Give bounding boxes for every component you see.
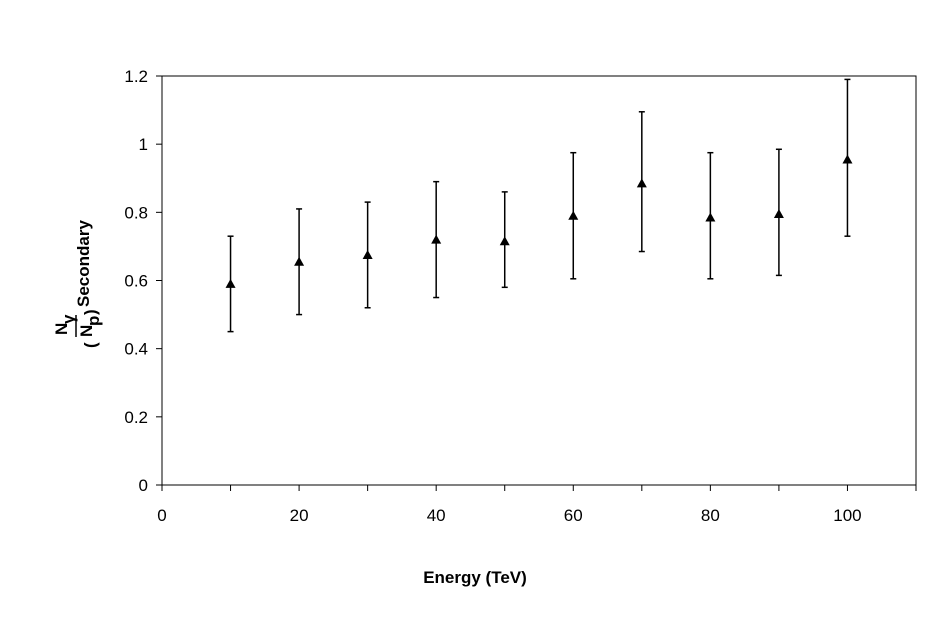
y-tick-label: 0.8 <box>124 203 148 222</box>
data-point <box>362 201 373 309</box>
x-tick-label: 40 <box>427 506 446 525</box>
plot-frame <box>161 75 917 486</box>
triangle-marker <box>568 210 579 220</box>
x-tick-label: 60 <box>564 506 583 525</box>
x-axis-title: Energy (TeV) <box>423 568 527 587</box>
y-label-numerator: N <box>52 323 71 335</box>
triangle-marker <box>842 154 853 164</box>
y-tick-label: 1 <box>139 135 148 154</box>
triangle-marker <box>773 209 784 219</box>
x-tick-label: 20 <box>290 506 309 525</box>
y-label-denominator: N <box>77 325 96 337</box>
triangle-marker <box>431 234 442 244</box>
x-tick-label: 0 <box>157 506 166 525</box>
x-axis: 0 20 40 60 80 100 <box>157 485 917 525</box>
triangle-marker <box>225 278 236 288</box>
triangle-marker <box>636 178 647 188</box>
data-point <box>773 148 784 277</box>
y-axis-title: ( N γ N p ) Secondary <box>52 220 103 348</box>
y-tick-label: 1.2 <box>124 67 148 86</box>
y-tick-label: 0 <box>139 476 148 495</box>
data-point <box>431 180 442 299</box>
data-point <box>842 78 853 237</box>
y-label-open-paren: ( <box>81 342 100 348</box>
y-tick-label: 0.6 <box>124 272 148 291</box>
data-point <box>636 111 647 253</box>
y-label-numerator-sub: γ <box>59 314 78 324</box>
data-point <box>294 208 305 316</box>
y-axis: 0 0.2 0.4 0.6 0.8 1 1.2 <box>124 67 162 495</box>
y-tick-label: 0.2 <box>124 408 148 427</box>
x-tick-label: 80 <box>701 506 720 525</box>
data-point <box>705 151 716 280</box>
y-label-suffix: Secondary <box>74 220 93 307</box>
y-label-denominator-sub: p <box>84 316 103 326</box>
triangle-marker <box>705 212 716 222</box>
data-point <box>225 235 236 333</box>
triangle-marker <box>499 236 510 246</box>
triangle-marker <box>362 249 373 259</box>
y-label-close-paren: ) <box>81 309 100 315</box>
triangle-marker <box>294 256 305 266</box>
data-point <box>568 151 579 280</box>
x-tick-label: 100 <box>833 506 861 525</box>
y-tick-label: 0.4 <box>124 340 148 359</box>
data-point <box>499 191 510 289</box>
data-points <box>225 78 853 333</box>
